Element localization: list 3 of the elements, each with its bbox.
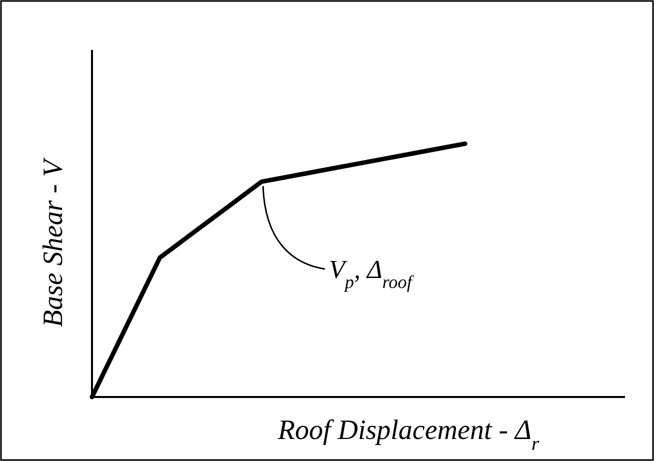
annotation: V$_{p}$, Δ$_{roof}$: [329, 255, 415, 292]
y-axis-title: Base Shear - V: [38, 157, 69, 328]
x-axis-title: Roof Displacement - Δ$_{r}$: [276, 415, 540, 454]
